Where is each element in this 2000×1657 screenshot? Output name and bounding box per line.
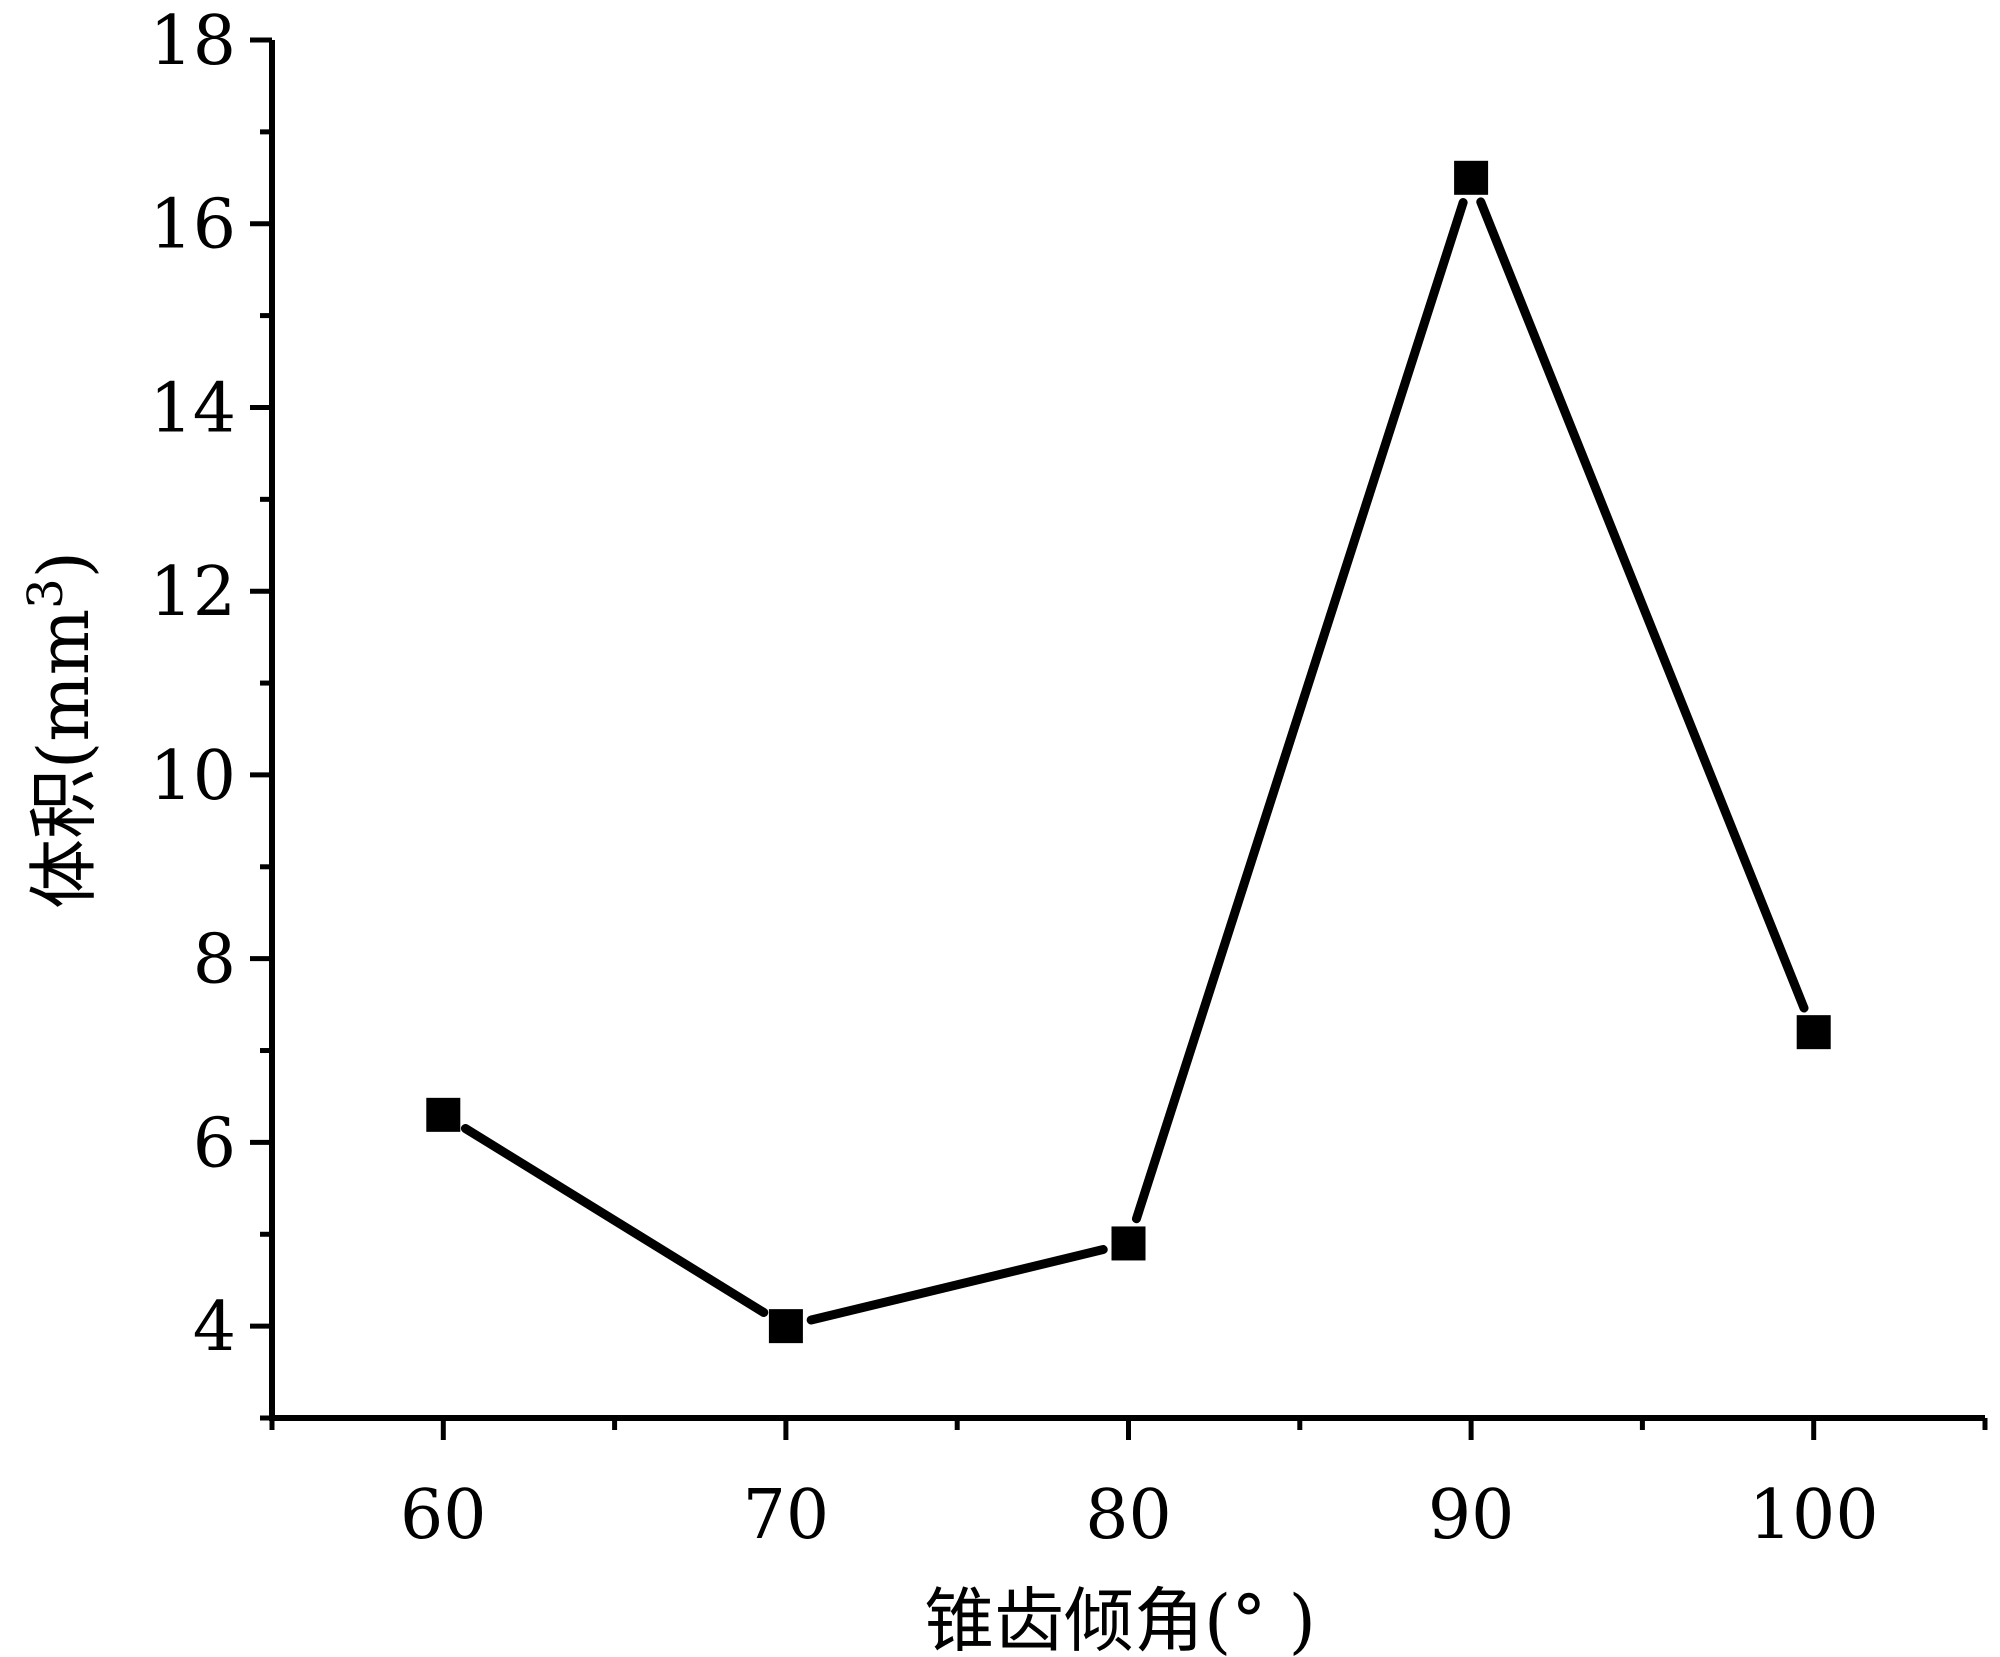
y-axis-title-main: 体积(mm [23,609,105,909]
tick-labels: 4 6 8 10 12 14 16 18 60 70 80 90 100 [149,2,1878,1555]
x-tick-label: 70 [743,1476,830,1555]
line-segment [1131,198,1468,1224]
x-tick-label: 80 [1085,1476,1172,1555]
y-tick-label: 16 [149,186,236,265]
data-point [1111,1226,1146,1261]
y-tick-label: 8 [193,921,236,1000]
series-markers [426,160,1831,1344]
data-point [426,1097,461,1132]
line-segment [1476,197,1809,1013]
x-tick-label: 90 [1428,1476,1515,1555]
series-line [460,197,1809,1325]
y-tick-label: 14 [149,369,236,448]
line-segment [806,1245,1108,1325]
y-tick-label: 12 [149,553,236,632]
x-axis-title: 锥齿倾角(° ) [924,1580,1316,1657]
y-tick-label: 6 [193,1104,236,1183]
data-point [768,1309,803,1344]
line-segment [460,1123,769,1317]
y-axis-title: 体积(mm3) [18,551,105,909]
y-tick-label: 10 [149,737,236,816]
y-tick-label: 4 [193,1288,236,1367]
axes [250,37,1988,1440]
y-tick-label: 18 [149,2,236,81]
y-axis-title-close: ) [23,551,105,578]
x-tick-label: 100 [1749,1476,1879,1555]
data-point [1454,160,1489,195]
y-axis-title-superscript: 3 [18,578,74,609]
data-point [1796,1015,1831,1050]
x-tick-label: 60 [400,1476,487,1555]
